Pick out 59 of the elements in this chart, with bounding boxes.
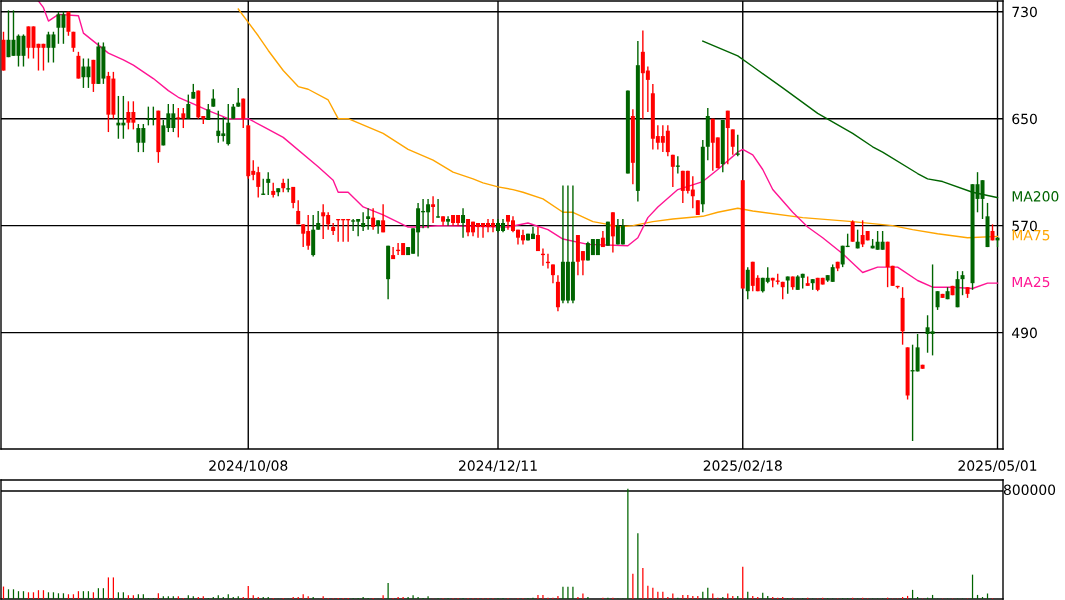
candlestick — [935, 290, 940, 311]
candlestick — [331, 222, 336, 236]
candlestick — [321, 203, 326, 240]
x-tick-label: 2024/12/11 — [459, 460, 537, 472]
candlestick — [446, 215, 451, 227]
candlestick — [930, 263, 935, 357]
x-tick-label: 2025/05/01 — [958, 460, 1037, 472]
candlestick — [745, 266, 750, 300]
candlestick — [665, 124, 670, 157]
y-tick-label: 570 — [1012, 220, 1037, 232]
candlestick — [316, 210, 321, 231]
candlestick — [436, 198, 441, 219]
candlestick — [520, 228, 525, 246]
candlestick — [675, 155, 680, 175]
candlestick — [735, 134, 740, 157]
x-tick-label: 2025/02/18 — [703, 460, 782, 472]
candlestick — [236, 87, 241, 108]
candlestick — [880, 230, 885, 251]
candlestick — [46, 31, 51, 64]
candlestick — [850, 219, 855, 243]
y-tick-label: 650 — [1012, 113, 1037, 125]
x-tick-label: 2024/10/08 — [209, 460, 288, 472]
candlestick — [266, 171, 271, 196]
candlestick — [366, 207, 371, 231]
candlestick — [381, 203, 386, 234]
candlestick — [535, 226, 540, 252]
candlestick — [81, 57, 86, 89]
y-tick-label: 730 — [1012, 6, 1037, 18]
candlestick — [391, 246, 396, 260]
candlestick — [361, 211, 366, 232]
candlestick — [56, 11, 61, 45]
candlestick — [550, 263, 555, 284]
candlestick — [76, 51, 81, 80]
series-label: MA25 — [1012, 276, 1050, 288]
series-label: MA200 — [1012, 191, 1059, 202]
candlestick — [725, 109, 730, 165]
series-label: MA75 — [1012, 230, 1050, 241]
candlestick — [371, 207, 376, 231]
candlestick — [461, 207, 466, 239]
candlestick — [431, 195, 436, 224]
candlestick — [216, 109, 221, 144]
candlestick — [670, 154, 675, 188]
candlestick — [176, 107, 181, 139]
candlestick — [26, 25, 31, 60]
candlestick — [301, 223, 306, 248]
candlestick — [241, 97, 246, 129]
candlestick — [186, 93, 191, 120]
candlestick — [351, 218, 356, 232]
candlestick — [620, 218, 625, 246]
candlestick — [126, 100, 131, 131]
y-tick-label: 490 — [1012, 327, 1037, 339]
text: 800000 — [1003, 484, 1056, 496]
candlestick — [730, 128, 735, 156]
candlestick — [6, 9, 11, 58]
candlestick — [296, 199, 301, 226]
candlestick — [66, 11, 71, 37]
candlestick — [136, 123, 141, 153]
line-series — [37, 1, 999, 290]
candlestick — [960, 270, 965, 296]
